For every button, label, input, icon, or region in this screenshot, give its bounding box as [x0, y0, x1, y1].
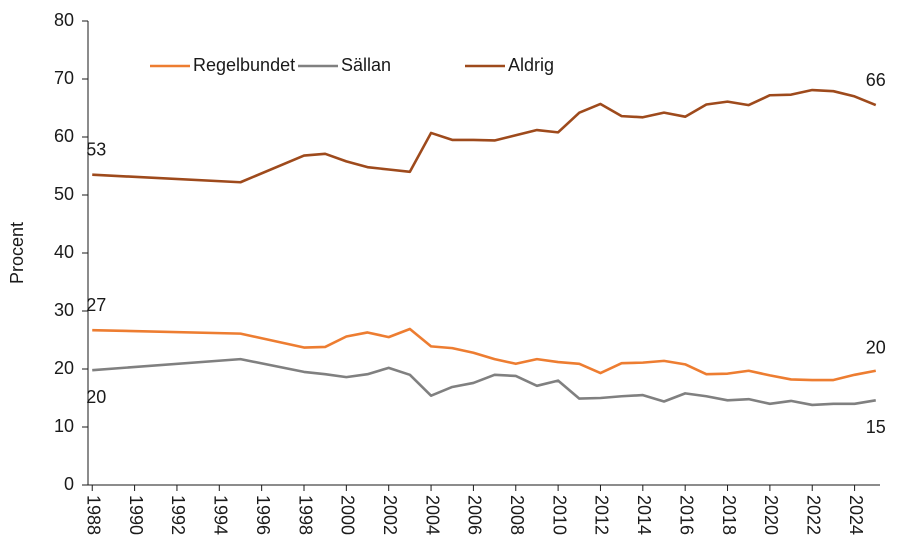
end-label: 15 [866, 417, 886, 437]
line-series [92, 88, 877, 184]
x-tick-label: 2006 [465, 495, 485, 535]
x-tick-label: 1988 [83, 495, 103, 535]
x-tick-label: 2002 [380, 495, 400, 535]
y-tick-label: 40 [54, 242, 74, 262]
x-tick-label: 2022 [803, 495, 823, 535]
legend-label: Regelbundet [193, 55, 295, 75]
y-tick-label: 0 [64, 474, 74, 494]
x-tick-label: 2024 [846, 495, 866, 535]
end-label: 66 [866, 70, 886, 90]
x-tick-label: 1998 [295, 495, 315, 535]
end-label: 20 [866, 337, 886, 357]
start-label: 27 [86, 295, 106, 315]
start-label: 53 [86, 139, 106, 159]
y-tick-label: 10 [54, 416, 74, 436]
x-tick-label: 1992 [168, 495, 188, 535]
y-tick-label: 80 [54, 10, 74, 30]
x-tick-label: 2020 [761, 495, 781, 535]
x-tick-label: 2000 [338, 495, 358, 535]
line-series [92, 357, 876, 407]
x-tick-label: 2004 [422, 495, 442, 535]
legend-label: Aldrig [508, 55, 554, 75]
x-tick-label: 2014 [634, 495, 654, 535]
x-tick-label: 1996 [253, 495, 273, 535]
legend-label: Sällan [341, 55, 391, 75]
y-tick-label: 50 [54, 184, 74, 204]
y-tick-label: 70 [54, 68, 74, 88]
y-axis-label: Procent [7, 222, 27, 284]
start-label: 20 [86, 387, 106, 407]
y-tick-label: 60 [54, 126, 74, 146]
x-tick-label: 2008 [507, 495, 527, 535]
y-tick-label: 30 [54, 300, 74, 320]
x-tick-label: 2012 [592, 495, 612, 535]
x-tick-label: 2016 [676, 495, 696, 535]
x-tick-label: 2010 [549, 495, 569, 535]
x-tick-label: 1990 [126, 495, 146, 535]
x-tick-label: 2018 [719, 495, 739, 535]
x-tick-label: 1994 [211, 495, 231, 535]
line-series [92, 327, 877, 382]
y-tick-label: 20 [54, 358, 74, 378]
